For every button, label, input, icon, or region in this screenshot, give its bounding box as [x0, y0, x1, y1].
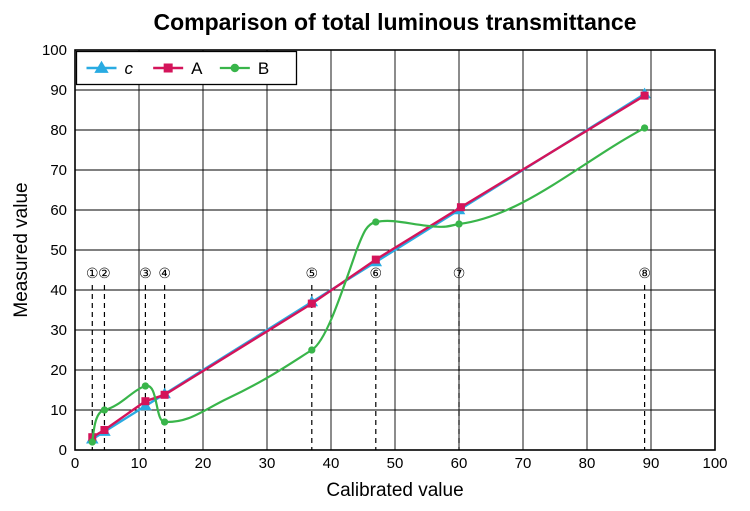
y-tick-label: 60 — [50, 202, 67, 219]
legend: cAB — [77, 52, 297, 85]
annotation-label: ④ — [158, 265, 171, 281]
x-tick-label: 70 — [515, 455, 532, 472]
legend-label: c — [125, 59, 134, 78]
y-tick-label: 30 — [50, 322, 67, 339]
annotation-label: ⑤ — [306, 265, 319, 281]
x-axis-label: Calibrated value — [326, 480, 463, 501]
y-tick-label: 0 — [59, 442, 67, 459]
x-tick-label: 20 — [195, 455, 212, 472]
legend-label: B — [258, 59, 269, 78]
x-tick-label: 40 — [323, 455, 340, 472]
chart-title: Comparison of total luminous transmittan… — [153, 9, 636, 35]
x-tick-label: 30 — [259, 455, 276, 472]
y-axis-label: Measured value — [11, 182, 32, 317]
y-tick-label: 50 — [50, 242, 67, 259]
y-tick-label: 10 — [50, 402, 67, 419]
x-tick-label: 60 — [451, 455, 468, 472]
y-tick-label: 40 — [50, 282, 67, 299]
annotation-label: ② — [98, 265, 111, 281]
annotation-label: ⑦ — [453, 265, 466, 281]
legend-label: A — [191, 59, 203, 78]
chart-container: Comparison of total luminous transmittan… — [0, 0, 750, 511]
y-tick-label: 70 — [50, 162, 67, 179]
annotation-label: ③ — [139, 265, 152, 281]
y-tick-label: 80 — [50, 122, 67, 139]
annotation-label: ① — [86, 265, 99, 281]
x-tick-label: 50 — [387, 455, 404, 472]
y-tick-label: 20 — [50, 362, 67, 379]
x-tick-label: 100 — [702, 455, 727, 472]
annotation-label: ⑥ — [370, 265, 383, 281]
x-tick-label: 80 — [579, 455, 596, 472]
x-tick-label: 10 — [131, 455, 148, 472]
x-tick-label: 0 — [71, 455, 79, 472]
chart-svg: Comparison of total luminous transmittan… — [0, 0, 750, 511]
y-tick-label: 100 — [42, 42, 67, 59]
y-tick-label: 90 — [50, 82, 67, 99]
x-tick-label: 90 — [643, 455, 660, 472]
annotation-label: ⑧ — [638, 265, 651, 281]
